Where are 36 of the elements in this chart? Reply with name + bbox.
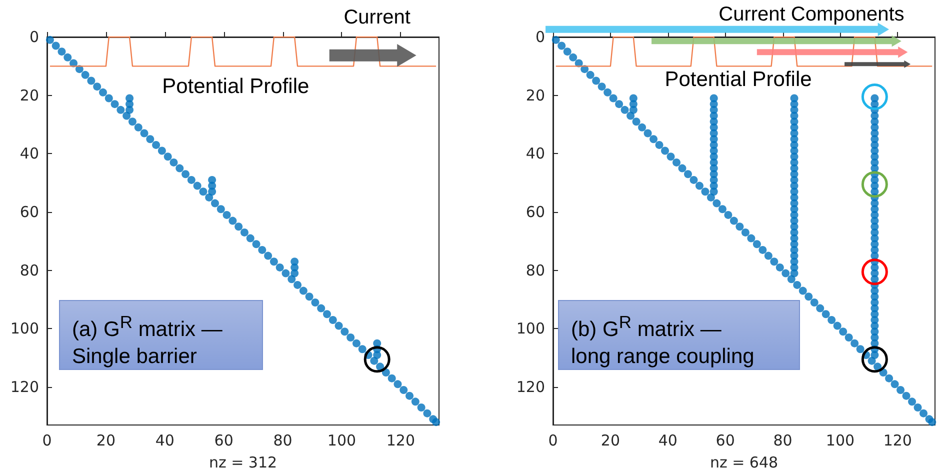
x-axis-title: nz = 648 [710,454,778,472]
y-tick-label: 100 [10,320,39,338]
y-tick-label: 100 [516,320,545,338]
x-tick-label: 100 [826,432,855,450]
x-tick-label: 120 [386,432,416,450]
y-tick-label: 60 [20,203,39,222]
y-tick-label: 80 [526,261,545,280]
x-tick-label: 100 [327,432,356,450]
text: Current [344,6,410,30]
x-tick-label: 40 [155,432,174,450]
x-tick-label: 80 [273,432,292,450]
x-tick-label: 0 [548,432,558,450]
y-tick-label: 40 [20,144,39,163]
x-tick-label: 20 [600,432,620,450]
x-tick-label: 40 [658,432,678,450]
y-tick-label: 60 [526,203,545,222]
x-axis-title: nz = 312 [208,454,278,472]
y-tick-label: 40 [526,144,545,163]
y-tick-label: 20 [20,86,39,104]
series-label: Potential Profile [162,74,310,99]
y-tick-label: 20 [526,86,545,104]
x-tick-label: 80 [773,432,792,450]
x-tick-label: 120 [883,432,912,450]
annotation: (b) G$^{R}$ matrix — long range coupling [558,300,800,370]
y-tick-label: 0 [29,28,39,46]
y-tick-label: 80 [20,261,39,280]
x-tick-label: 0 [42,432,52,450]
x-tick-label: 20 [96,432,116,450]
y-tick-label: 120 [516,378,545,396]
text: Current Components [718,3,904,26]
x-tick-label: 60 [214,432,234,450]
y-tick-label: 120 [10,378,39,396]
series-label: Potential Profile [664,68,812,92]
annotation: (a) G$^{R}$ matrix — Single barrier [59,300,263,370]
x-tick-label: 60 [716,432,735,450]
y-tick-label: 0 [535,28,545,46]
